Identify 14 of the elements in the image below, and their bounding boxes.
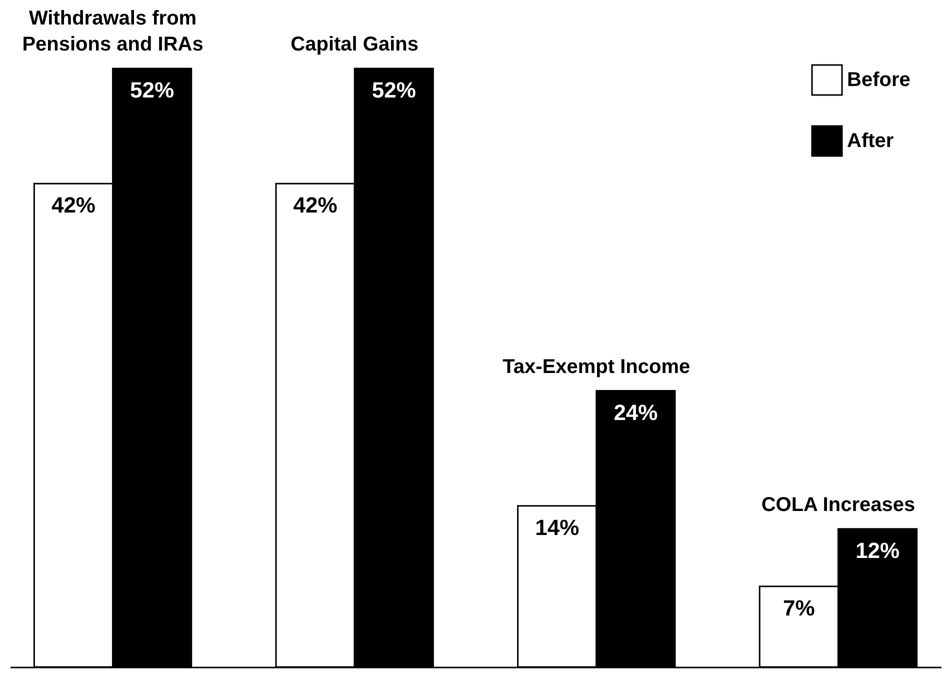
data-label: 7%: [783, 595, 815, 620]
data-label: 14%: [535, 514, 580, 540]
data-label: 24%: [614, 400, 658, 425]
data-label: 42%: [51, 192, 96, 218]
data-label: 42%: [293, 192, 338, 218]
data-label: 52%: [130, 78, 174, 103]
data-label: 52%: [372, 78, 416, 103]
x-tick-label: Capital Gains: [290, 34, 418, 56]
x-tick-label: Tax-Exempt Income: [502, 356, 690, 378]
x-tick-label: COLA Increases: [761, 494, 916, 516]
legend-label: Before: [847, 69, 910, 91]
x-tick-label: Withdrawals from Pensions and IRAs: [22, 8, 204, 56]
legend-label: After: [847, 130, 894, 152]
data-label: 12%: [856, 538, 900, 563]
